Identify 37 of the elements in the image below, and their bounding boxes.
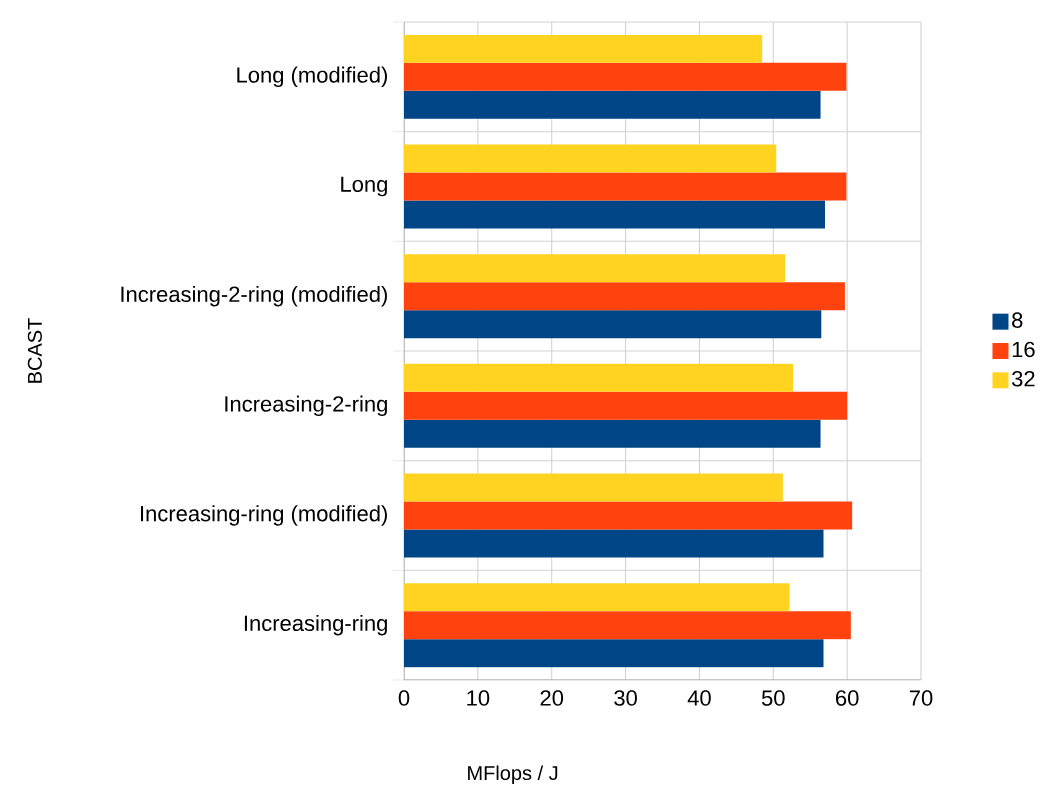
bar: [404, 638, 824, 667]
bar: [404, 582, 790, 611]
x-tick-label: 40: [687, 690, 711, 706]
bar: [404, 281, 845, 310]
x-tick-label: 30: [614, 690, 637, 706]
x-tick-label: 70: [909, 690, 933, 706]
x-axis-title: MFlops / J: [468, 765, 558, 784]
bar: [404, 90, 821, 119]
legend-label: 16: [1012, 341, 1035, 358]
x-tick-label: 0: [398, 690, 410, 706]
bar: [404, 501, 853, 530]
y-tick-label: Long: [341, 176, 387, 197]
x-tick-label: 50: [761, 690, 785, 706]
bar: [404, 200, 825, 229]
bar: [404, 473, 783, 502]
legend-label: 32: [1011, 370, 1035, 387]
y-tick-label: Increasing-ring: [244, 614, 387, 636]
bar: [404, 34, 763, 63]
bar: [404, 62, 847, 91]
y-axis-title: BCAST: [27, 317, 42, 383]
y-tick-label: Increasing-2-ring (modified): [121, 285, 387, 307]
bar: [404, 391, 848, 420]
legend-label: 8: [1012, 312, 1023, 328]
bar: [404, 144, 777, 173]
y-tick-label: Increasing-ring (modified): [140, 505, 387, 526]
bar: [404, 253, 786, 282]
bar: [404, 419, 821, 448]
bar: [404, 309, 822, 338]
x-tick-label: 10: [467, 690, 490, 706]
x-tick-label: 20: [540, 690, 564, 706]
bar: [404, 529, 824, 558]
y-tick-label: Long (modified): [237, 66, 387, 87]
x-tick-label: 60: [836, 690, 859, 706]
bar: [404, 172, 847, 201]
y-tick-label: Increasing-2-ring: [225, 395, 387, 416]
bar: [404, 610, 851, 639]
bar: [404, 363, 794, 392]
